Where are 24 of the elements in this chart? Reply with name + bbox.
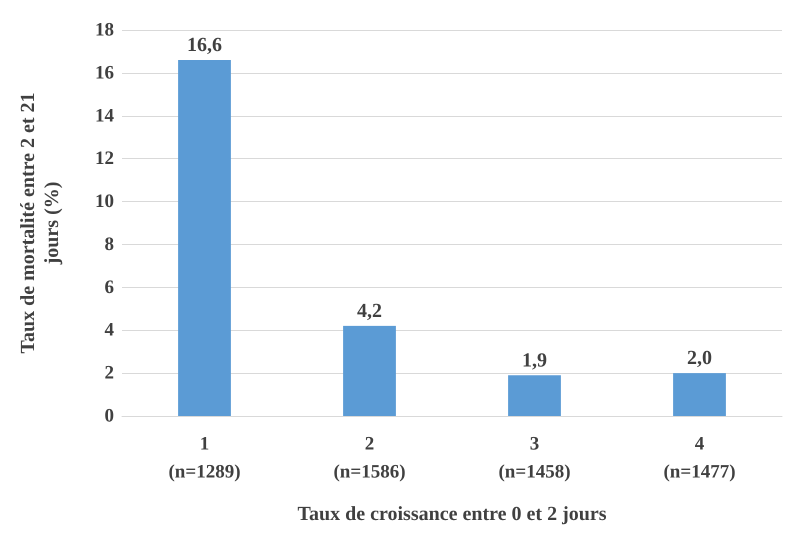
x-axis-title: Taux de croissance entre 0 et 2 jours	[297, 503, 607, 525]
y-tick-label: 4	[104, 320, 114, 341]
bar	[673, 373, 726, 416]
bar	[178, 60, 231, 416]
y-tick-label: 6	[104, 276, 114, 298]
x-tick-label: 3 (n=1458)	[498, 434, 571, 482]
y-tick-label: 16	[95, 62, 114, 84]
x-tick-label: 4 (n=1477)	[663, 434, 736, 482]
data-label: 2,0	[687, 347, 712, 370]
y-axis-title: Taux de mortalité entre 2 et 21 jours (%)	[17, 92, 63, 354]
y-tick-label: 10	[95, 191, 114, 212]
x-tick-label: 1 (n=1289)	[168, 434, 241, 482]
bar	[343, 326, 396, 416]
y-tick-label: 12	[95, 148, 114, 170]
y-tick-label: 8	[104, 234, 114, 255]
bar	[508, 375, 561, 416]
x-tick-label: 2 (n=1586)	[333, 434, 406, 482]
y-tick-label: 14	[95, 105, 114, 126]
y-tick-label: 18	[95, 20, 114, 40]
data-label: 16,6	[187, 34, 222, 56]
data-label: 1,9	[522, 349, 547, 372]
data-label: 4,2	[357, 300, 382, 322]
y-tick-label: 0	[104, 406, 114, 426]
y-tick-label: 2	[104, 362, 114, 384]
